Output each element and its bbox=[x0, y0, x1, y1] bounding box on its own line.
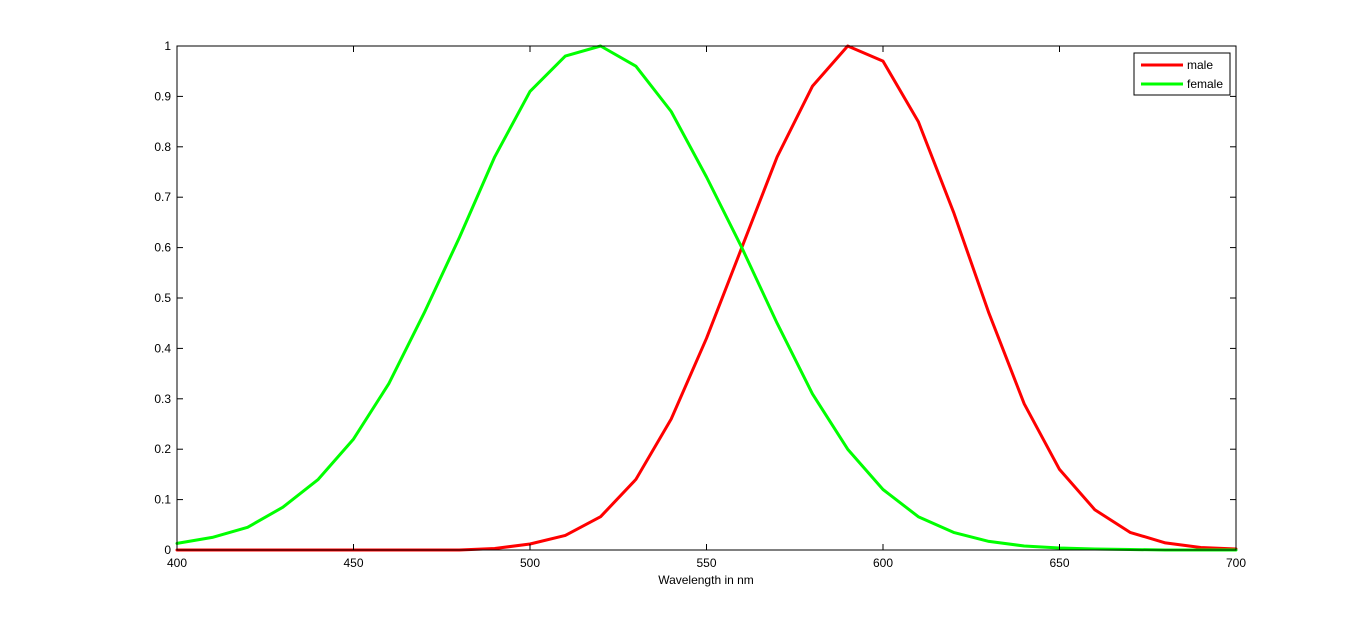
x-tick-label: 550 bbox=[696, 556, 716, 570]
x-tick-label: 450 bbox=[343, 556, 363, 570]
y-tick-label: 0 bbox=[164, 543, 171, 557]
plot-background bbox=[177, 46, 1236, 550]
y-tick-label: 0.6 bbox=[154, 241, 171, 255]
y-tick-label: 0.7 bbox=[154, 190, 171, 204]
y-tick-label: 0.8 bbox=[154, 140, 171, 154]
y-tick-label: 0.5 bbox=[154, 291, 171, 305]
legend-box bbox=[1133, 52, 1231, 96]
legend-label-male: male bbox=[1187, 58, 1213, 72]
y-tick-label: 0.1 bbox=[154, 493, 171, 507]
legend: male female bbox=[1133, 52, 1231, 96]
x-tick-label: 650 bbox=[1049, 556, 1069, 570]
x-tick-label: 500 bbox=[520, 556, 540, 570]
y-tick-label: 0.4 bbox=[154, 341, 171, 355]
y-tick-label: 0.2 bbox=[154, 442, 171, 456]
legend-label-female: female bbox=[1187, 77, 1223, 91]
y-tick-label: 0.3 bbox=[154, 392, 171, 406]
tick-layer: 400 450 500 550 600 650 700 0 0.1 0.2 0.3 0.4 0.5 0.6… bbox=[154, 39, 1246, 570]
y-tick-label: 0.9 bbox=[154, 89, 171, 103]
y-tick-label: 1 bbox=[164, 39, 171, 53]
x-axis-label: Wavelength in nm bbox=[658, 573, 754, 587]
x-tick-label: 600 bbox=[873, 556, 893, 570]
x-tick-label: 700 bbox=[1226, 556, 1246, 570]
x-tick-label: 400 bbox=[167, 556, 187, 570]
